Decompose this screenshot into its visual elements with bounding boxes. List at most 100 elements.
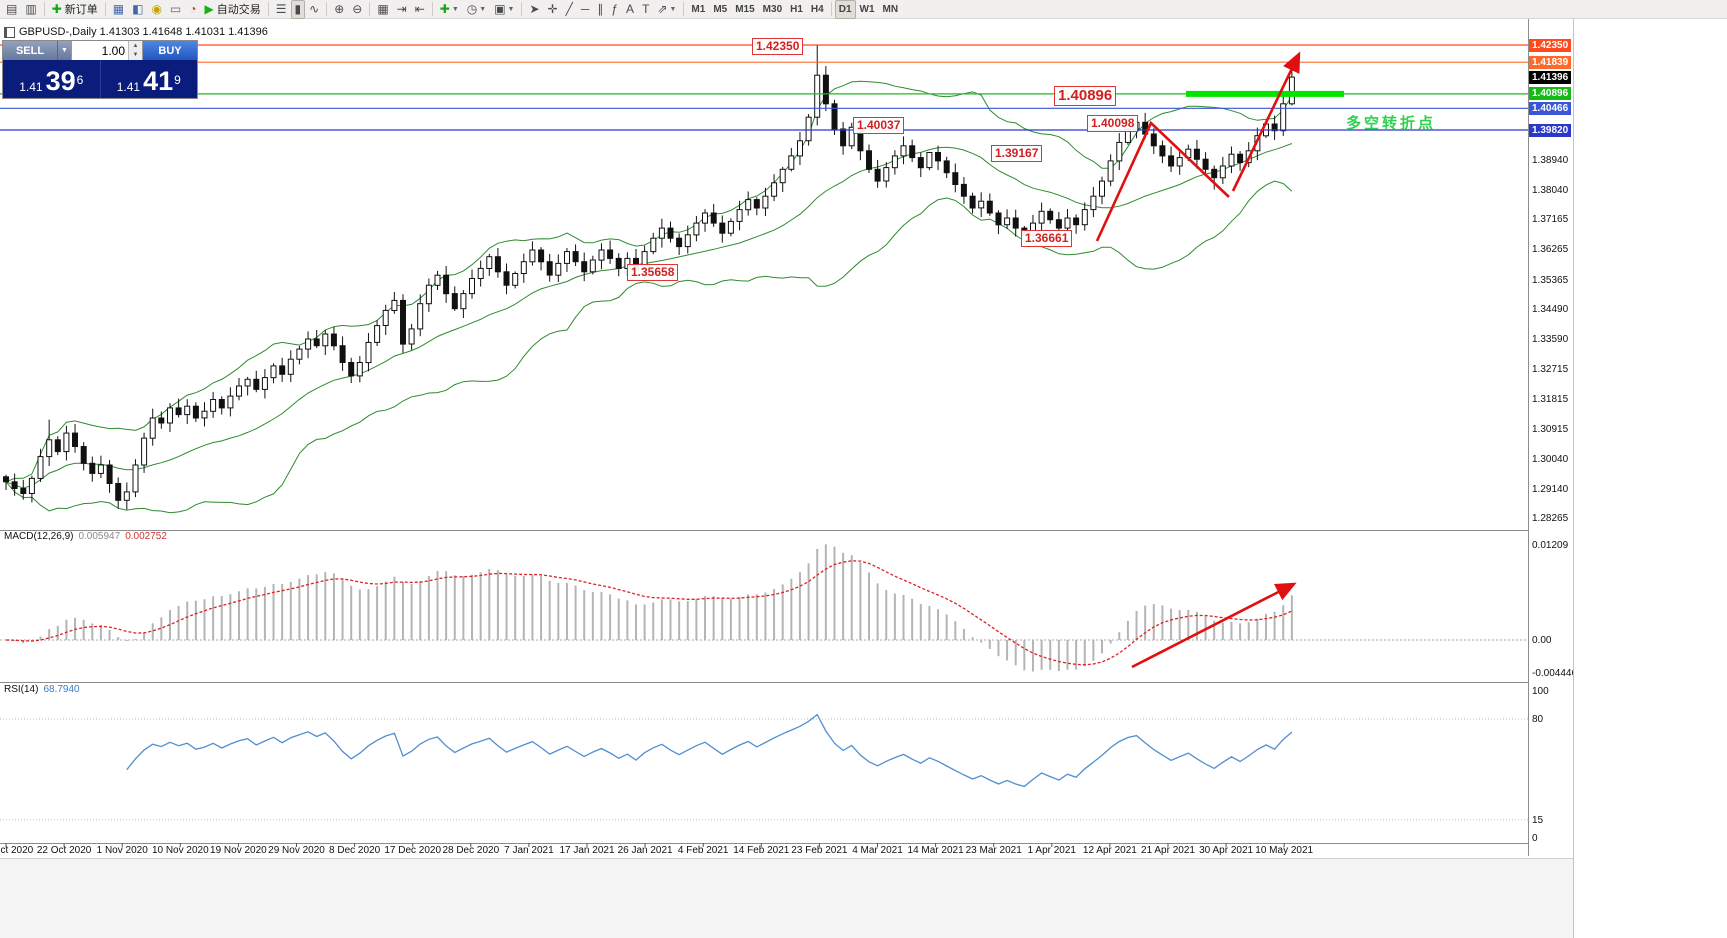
price-tick: 1.28265 [1532,513,1569,525]
autotrading-button[interactable]: ▶ 自动交易 [204,2,261,16]
date-label: 8 Dec 2020 [329,845,381,856]
cursor-icon[interactable]: ➤ [529,2,540,16]
toolbar-separator [104,2,106,16]
price-annotation-box[interactable]: 1.40037 [853,117,905,134]
text-icon[interactable]: A [626,2,635,16]
toolbar-separator [521,2,523,16]
sell-dropdown-icon[interactable]: ▼ [57,41,71,60]
zoom-out-icon[interactable]: ⊖ [352,2,363,16]
fibonacci-icon[interactable]: ƒ [611,2,619,16]
price-annotation-box[interactable]: 1.39167 [991,145,1043,162]
chart-profile-icon[interactable]: ▥ [25,2,37,16]
date-label: 30 Apr 2021 [1199,845,1254,856]
terminal-icon[interactable]: ▭ [169,2,182,16]
chart-title-ohlc: GBPUSD-,Daily 1.41303 1.41648 1.41031 1.… [4,26,268,38]
strategy-tester-icon[interactable]: ◔ [189,2,197,16]
tf-h4-button[interactable]: H4 [810,3,824,15]
date-label: 29 Nov 2020 [268,845,325,856]
date-label: 23 Feb 2021 [791,845,848,856]
market-watch-icon[interactable]: ▦ [112,2,125,16]
price-tag: 1.41839 [1529,55,1571,69]
indicators-button[interactable]: ✚ ▼ [439,2,459,16]
date-label: 28 Dec 2020 [442,845,500,856]
arrows-button[interactable]: ⇗ ▼ [657,2,677,16]
chart-shift-icon[interactable]: ⇤ [414,2,425,16]
templates-button[interactable]: ▣ ▼ [494,2,515,16]
line-chart-icon[interactable]: ∿ [309,2,320,16]
date-label: 26 Jan 2021 [617,845,673,856]
sell-button[interactable]: SELL [3,41,57,60]
price-tick: 1.33590 [1532,334,1569,346]
volume-stepper[interactable]: ▲ ▼ [128,41,142,60]
toolbar-separator [431,2,433,16]
toolbar-separator [326,2,328,16]
price-tag: 1.40466 [1529,101,1571,115]
bar-chart-icon[interactable]: ☰ [275,2,287,16]
toolbar-separator [369,2,371,16]
tf-w1-button[interactable]: W1 [859,3,875,15]
tf-d1-button[interactable]: D1 [834,0,856,19]
data-window-icon[interactable]: ◧ [132,2,144,16]
date-label: 19 Nov 2020 [210,845,267,856]
volume-up-icon[interactable]: ▲ [129,41,142,51]
trendline-icon[interactable]: ╱ [565,2,573,16]
toolbar-separator [267,2,269,16]
date-label: 14 Feb 2021 [733,845,790,856]
price-tick: 1.31815 [1532,393,1569,405]
price-tick: 1.36265 [1532,244,1569,256]
macd-axis-bottom: -0.004446 [1532,668,1578,679]
hline-icon[interactable]: ─ [580,2,590,16]
price-tag: 1.40896 [1529,87,1571,101]
tf-mn-button[interactable]: MN [882,3,899,15]
volume-down-icon[interactable]: ▼ [129,50,142,60]
price-axis[interactable]: 1.38940 1.38040 1.37165 1.36265 1.35365 1.344… [1529,19,1577,855]
price-tag: 1.41396 [1529,70,1571,84]
candlestick-chart-icon[interactable]: ▮ [290,0,306,19]
zoom-in-icon[interactable]: ⊕ [334,2,345,16]
tf-m15-button[interactable]: M15 [735,3,755,15]
price-annotation-box[interactable]: 1.40896 [1054,86,1117,106]
right-empty-panel [1573,19,1727,938]
price-tick: 1.32715 [1532,363,1569,375]
tile-windows-icon[interactable]: ▦ [377,2,389,16]
date-label: 17 Dec 2020 [384,845,442,856]
date-label: 1 Nov 2020 [96,845,148,856]
date-label: 7 Jan 2021 [504,845,554,856]
chart-window-icon[interactable]: ▤ [6,2,18,16]
tf-m5-button[interactable]: M5 [713,3,728,15]
date-label: 14 Mar 2021 [907,845,964,856]
tf-m1-button[interactable]: M1 [691,3,706,15]
price-tick: 1.30040 [1532,453,1569,465]
rsi-label: RSI(14) 68.7940 [4,684,80,695]
label-icon[interactable]: T [642,2,650,16]
price-annotation-box[interactable]: 1.40098 [1087,115,1139,132]
macd-axis-zero: 0.00 [1532,634,1552,646]
rsi-axis-top: 100 [1532,686,1549,697]
price-tag: 1.42350 [1529,38,1571,52]
periods-button[interactable]: ◷ ▼ [466,2,487,16]
bid-ask-display: 1.41 39 6 1.41 41 9 [3,60,197,98]
channel-icon[interactable]: ∥ [597,2,604,16]
auto-scroll-icon[interactable]: ⇥ [396,2,407,16]
date-label: 10 Nov 2020 [151,845,209,856]
price-annotation-box[interactable]: 1.36661 [1021,230,1073,247]
tf-h1-button[interactable]: H1 [790,3,803,15]
cn-annotation-text[interactable]: 多空转折点 [1346,115,1437,132]
chart-plot-svg[interactable] [0,0,1573,860]
buy-button[interactable]: BUY [143,41,197,60]
date-label: 12 Apr 2021 [1082,845,1137,856]
toolbar-separator [43,2,45,16]
tf-m30-button[interactable]: M30 [762,3,783,15]
rsi-axis-15: 15 [1532,814,1544,826]
navigator-icon[interactable]: ◉ [151,2,162,16]
volume-input[interactable] [72,41,128,60]
price-annotation-box[interactable]: 1.35658 [627,264,679,281]
price-annotation-box[interactable]: 1.42350 [752,38,804,55]
price-tick: 1.38040 [1532,184,1569,196]
price-tick: 1.35365 [1532,274,1569,286]
new-order-button[interactable]: ✚ 新订单 [51,2,98,16]
macd-label: MACD(12,26,9) 0.005947 0.002752 [4,531,167,542]
crosshair-icon[interactable]: ✛ [547,2,558,16]
